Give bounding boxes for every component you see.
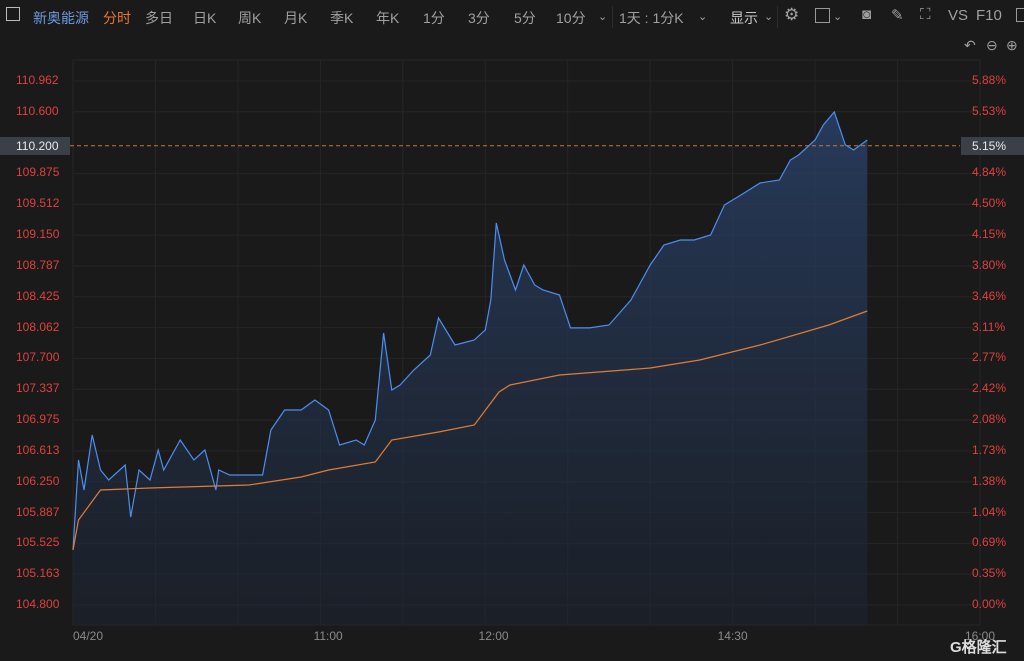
f10-button[interactable]: F10	[976, 7, 1002, 24]
price-tick-label: 105.525	[16, 535, 60, 550]
panel-toggle-icon[interactable]	[1016, 8, 1024, 22]
divider	[612, 6, 613, 28]
tab-5min[interactable]: 5分	[514, 10, 536, 26]
pct-tick-label: 4.50%	[972, 196, 1007, 211]
chevron-down-icon: ⌄	[833, 11, 843, 23]
price-tick-label: 107.700	[16, 350, 60, 365]
tab-1min[interactable]: 1分	[423, 10, 445, 26]
price-tick-label: 106.250	[16, 473, 60, 488]
price-tick-label: 110.600	[16, 103, 59, 118]
price-tick-label: 105.163	[16, 566, 60, 581]
chevron-down-icon: ⌄	[764, 11, 774, 23]
pct-tick-label: 4.15%	[972, 227, 1007, 242]
tab-10min[interactable]: 10分	[556, 10, 586, 26]
stock-name[interactable]: 新奥能源	[33, 10, 89, 26]
tab-intraday[interactable]: 分时	[103, 10, 131, 26]
undo-icon[interactable]: ↶	[964, 37, 976, 53]
chevron-down-icon[interactable]: ⌄	[598, 11, 608, 23]
price-tick-label: 105.887	[16, 504, 60, 519]
zoom-out-icon[interactable]: ⊖	[986, 37, 998, 53]
price-tick-label: 110.962	[16, 73, 59, 87]
tab-weekly-k[interactable]: 周K	[238, 10, 262, 26]
pct-tick-label: 4.84%	[972, 165, 1007, 180]
pct-tick-label: 0.00%	[972, 597, 1007, 611]
tab-daily-k[interactable]: 日K	[193, 10, 217, 26]
pct-tick-label: 2.77%	[972, 350, 1007, 365]
price-tick-label: 107.337	[16, 381, 60, 396]
tab-monthly-k[interactable]: 月K	[284, 10, 308, 26]
pct-tick-label: 1.04%	[972, 504, 1007, 519]
pct-tick-label: 3.46%	[972, 288, 1007, 303]
average-price-line	[72, 310, 868, 551]
price-line	[72, 110, 868, 551]
time-tick-label: 12:00	[478, 629, 509, 643]
gelonghui-logo: G格隆汇	[950, 639, 1007, 656]
current-price-tag: 110.200	[0, 136, 70, 155]
pct-tick-label: 0.35%	[972, 566, 1007, 581]
price-tick-label: 109.512	[16, 196, 60, 211]
current-pct-tag: 5.15%	[961, 136, 1024, 155]
fullscreen-icon[interactable]: ⛶	[920, 6, 931, 23]
pct-tick-label: 2.42%	[972, 381, 1007, 396]
time-tick-label: 04/20	[73, 629, 104, 643]
chevron-down-icon: ⌄	[698, 11, 708, 23]
tab-3min[interactable]: 3分	[468, 10, 490, 26]
time-tick-label: 11:00	[313, 629, 343, 643]
price-tick-label: 108.062	[16, 319, 60, 334]
pct-tick-label: 5.88%	[972, 73, 1007, 87]
price-tick-label: 109.875	[16, 165, 60, 180]
pct-tick-label: 0.69%	[972, 535, 1007, 550]
pct-tick-label: 3.80%	[972, 257, 1007, 272]
tab-quarterly-k[interactable]: 季K	[330, 10, 354, 26]
price-tick-label: 108.425	[16, 288, 60, 303]
price-tick-label: 104.800	[16, 597, 60, 611]
zoom-in-icon[interactable]: ⊕	[1006, 37, 1018, 53]
price-tick-label: 106.975	[16, 412, 60, 427]
price-tick-label: 108.787	[16, 257, 60, 272]
period-select[interactable]: 1天 : 1分K	[619, 10, 684, 26]
pencil-icon[interactable]: ✎	[891, 7, 904, 24]
pct-tick-label: 3.11%	[972, 319, 1006, 334]
divider	[777, 6, 778, 28]
price-area-fill	[73, 112, 868, 625]
display-menu[interactable]: 显示	[730, 10, 758, 26]
pct-tick-label: 2.08%	[972, 412, 1007, 427]
sidebar-toggle-icon[interactable]	[6, 7, 20, 21]
pct-tick-label: 1.38%	[972, 473, 1007, 488]
tab-yearly-k[interactable]: 年K	[376, 10, 400, 26]
price-tick-label: 106.613	[16, 442, 60, 457]
layout-box-icon[interactable]	[815, 8, 830, 23]
settings-gear-icon[interactable]: ⚙	[784, 5, 800, 24]
camera-icon[interactable]: ◙	[862, 6, 872, 23]
price-tick-label: 109.150	[16, 227, 60, 242]
pct-tick-label: 1.73%	[972, 442, 1007, 457]
pct-tick-label: 5.53%	[972, 103, 1007, 118]
time-tick-label: 14:30	[717, 629, 748, 643]
time-tick-label: 16:00	[965, 629, 996, 643]
tab-multi-day[interactable]: 多日	[145, 10, 173, 26]
vs-button[interactable]: VS	[948, 7, 969, 24]
